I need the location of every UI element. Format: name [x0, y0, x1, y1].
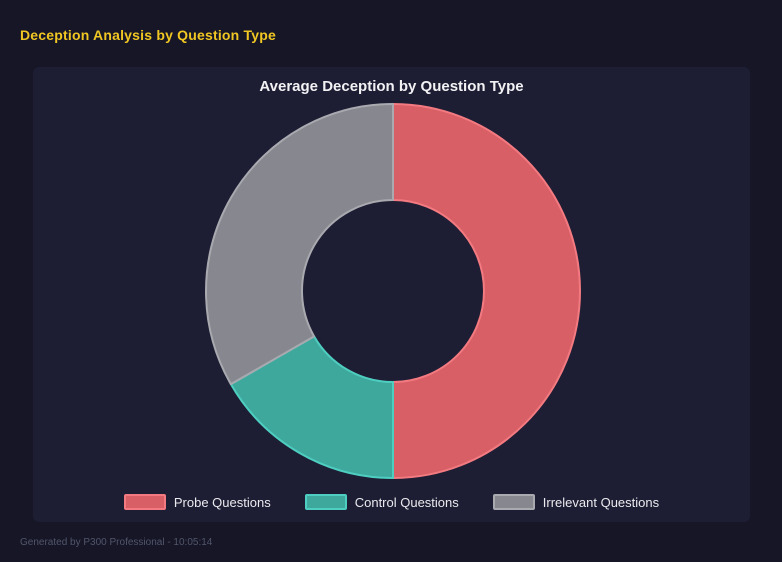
- legend-swatch: [304, 494, 347, 510]
- chart-title: Average Deception by Question Type: [259, 78, 524, 95]
- donut-slice-probe-questions[interactable]: [392, 103, 581, 479]
- page-title: Deception Analysis by Question Type: [20, 27, 276, 43]
- legend-label: Irrelevant Questions: [542, 494, 660, 510]
- donut-slice-control-questions[interactable]: [229, 335, 394, 479]
- legend-item-irrelevant-questions[interactable]: Irrelevant Questions: [492, 494, 660, 510]
- legend-label: Probe Questions: [173, 494, 271, 510]
- donut-slice-irrelevant-questions[interactable]: [205, 103, 394, 386]
- donut-chart: [205, 103, 581, 479]
- legend-item-control-questions[interactable]: Control Questions: [304, 494, 459, 510]
- footer-text: Generated by P300 Professional - 10:05:1…: [20, 537, 213, 548]
- legend-swatch: [123, 494, 166, 510]
- chart-panel: Average Deception by Question Type Probe…: [33, 67, 750, 522]
- legend-label: Control Questions: [354, 494, 459, 510]
- legend-item-probe-questions[interactable]: Probe Questions: [123, 494, 271, 510]
- legend-swatch: [492, 494, 535, 510]
- chart-legend: Probe Questions Control Questions Irreleva…: [33, 494, 750, 510]
